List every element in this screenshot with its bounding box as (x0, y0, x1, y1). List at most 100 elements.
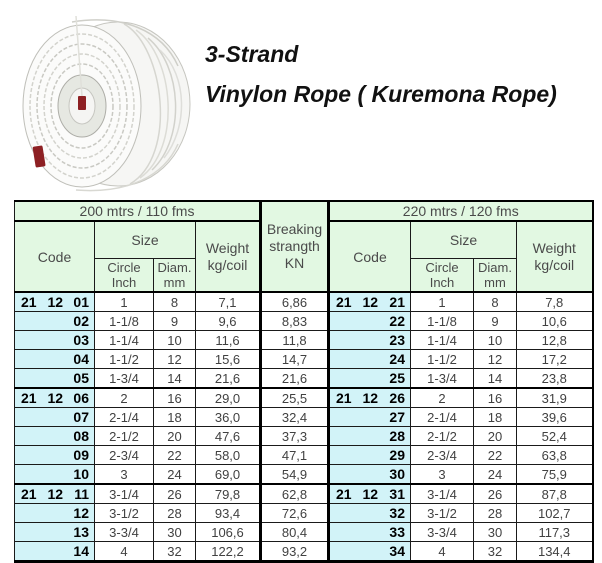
code-number: 30 (389, 466, 405, 482)
weight-cell: 17,2 (516, 349, 593, 369)
circle-inch-cell: 3-3/4 (94, 522, 154, 542)
code-cell: 34 (328, 541, 411, 562)
left-weight-header: Weight kg/coil (195, 220, 261, 293)
circle-inch-cell: 3-1/4 (94, 483, 154, 504)
weight-cell: 15,6 (195, 349, 261, 369)
circle-inch-cell: 1-1/2 (94, 349, 154, 369)
code-cell: 33 (328, 522, 411, 542)
code-cell: 23 (328, 330, 411, 350)
code-cell: 03 (14, 330, 95, 350)
weight-cell: 58,0 (195, 445, 261, 465)
circle-inch-cell: 4 (410, 541, 474, 562)
weight-cell: 23,8 (516, 368, 593, 389)
code-cell: 14 (14, 541, 95, 562)
code-cell: 21 12 31 (328, 483, 411, 504)
right-length-header: 220 mtrs / 120 fms (328, 200, 593, 222)
breaking-strength-cell: 62,8 (259, 483, 330, 504)
code-cell: 28 (328, 426, 411, 446)
table-row: 10 3 24 69,0 54,9 30 3 24 75,9 (14, 464, 593, 485)
code-prefix: 21 12 (21, 294, 64, 310)
breaking-strength-cell: 25,5 (259, 387, 330, 408)
code-number: 13 (73, 524, 89, 540)
breaking-strength-header: Breaking strangth KN (259, 200, 330, 293)
diam-mm-cell: 30 (473, 522, 517, 542)
breaking-strength-cell: 14,7 (259, 349, 330, 369)
code-cell: 29 (328, 445, 411, 465)
code-prefix: 21 12 (21, 486, 64, 502)
diam-mm-cell: 12 (473, 349, 517, 369)
code-cell: 32 (328, 503, 411, 523)
weight-cell: 7,8 (516, 291, 593, 312)
circle-inch-cell: 3-1/2 (94, 503, 154, 523)
weight-cell: 7,1 (195, 291, 261, 312)
code-number: 27 (389, 409, 405, 425)
diam-mm-cell: 32 (473, 541, 517, 562)
diam-mm-cell: 12 (153, 349, 196, 369)
weight-cell: 106,6 (195, 522, 261, 542)
circle-inch-cell: 1-1/4 (410, 330, 474, 350)
weight-cell: 69,0 (195, 464, 261, 485)
code-number: 01 (73, 294, 89, 310)
circle-inch-cell: 1 (410, 291, 474, 312)
weight-cell: 63,8 (516, 445, 593, 465)
code-number: 10 (73, 466, 89, 482)
diam-mm-cell: 20 (153, 426, 196, 446)
circle-inch-cell: 1-1/8 (410, 311, 474, 331)
code-prefix: 21 12 (21, 390, 64, 406)
code-number: 05 (73, 370, 89, 386)
code-number: 02 (73, 313, 89, 329)
diam-mm-cell: 30 (153, 522, 196, 542)
code-number: 25 (389, 370, 405, 386)
code-cell: 04 (14, 349, 95, 369)
code-number: 23 (389, 332, 405, 348)
rope-coil-image (22, 15, 191, 192)
circle-inch-cell: 1-1/4 (94, 330, 154, 350)
code-number: 21 (389, 294, 405, 310)
circle-inch-cell: 2 (94, 387, 154, 408)
length-header-row: 200 mtrs / 110 fms Breaking strangth KN … (14, 200, 593, 293)
code-cell: 27 (328, 407, 411, 427)
weight-cell: 79,8 (195, 483, 261, 504)
circle-inch-cell: 1-3/4 (410, 368, 474, 389)
code-cell: 25 (328, 368, 411, 389)
code-cell: 08 (14, 426, 95, 446)
code-cell: 10 (14, 464, 95, 485)
code-number: 14 (73, 543, 89, 559)
circle-inch-cell: 4 (94, 541, 154, 562)
breaking-strength-cell: 37,3 (259, 426, 330, 446)
code-number: 29 (389, 447, 405, 463)
code-number: 03 (73, 332, 89, 348)
circle-inch-cell: 2-1/4 (94, 407, 154, 427)
diam-mm-cell: 8 (153, 291, 196, 312)
left-diam-header: Diam. mm (153, 258, 196, 293)
code-cell: 09 (14, 445, 95, 465)
code-number: 32 (389, 505, 405, 521)
red-tag (32, 145, 46, 168)
diam-mm-cell: 16 (473, 387, 517, 408)
right-circle-header: Circle Inch (410, 258, 474, 293)
diam-mm-cell: 9 (473, 311, 517, 331)
diam-mm-cell: 20 (473, 426, 517, 446)
breaking-strength-cell: 11,8 (259, 330, 330, 350)
diam-mm-cell: 22 (473, 445, 517, 465)
diam-mm-cell: 9 (153, 311, 196, 331)
table-row: 03 1-1/4 10 11,6 11,8 23 1-1/4 10 12,8 (14, 330, 593, 350)
circle-inch-cell: 1-1/8 (94, 311, 154, 331)
weight-cell: 9,6 (195, 311, 261, 331)
diam-mm-cell: 24 (153, 464, 196, 485)
spec-table-body: 21 12 01 1 8 7,1 6,86 21 12 21 1 8 7,8 02 1-1/8 9 9,6 8… (14, 291, 593, 562)
diam-mm-cell: 32 (153, 541, 196, 562)
weight-cell: 122,2 (195, 541, 261, 562)
weight-cell: 21,6 (195, 368, 261, 389)
table-row: 21 12 01 1 8 7,1 6,86 21 12 21 1 8 7,8 (14, 291, 593, 312)
title-line-1: 3-Strand (205, 41, 299, 67)
diam-mm-cell: 22 (153, 445, 196, 465)
diam-mm-cell: 26 (153, 483, 196, 504)
code-number: 11 (74, 486, 89, 502)
breaking-strength-cell: 21,6 (259, 368, 330, 389)
diam-mm-cell: 26 (473, 483, 517, 504)
code-cell: 12 (14, 503, 95, 523)
weight-cell: 52,4 (516, 426, 593, 446)
breaking-strength-cell: 80,4 (259, 522, 330, 542)
